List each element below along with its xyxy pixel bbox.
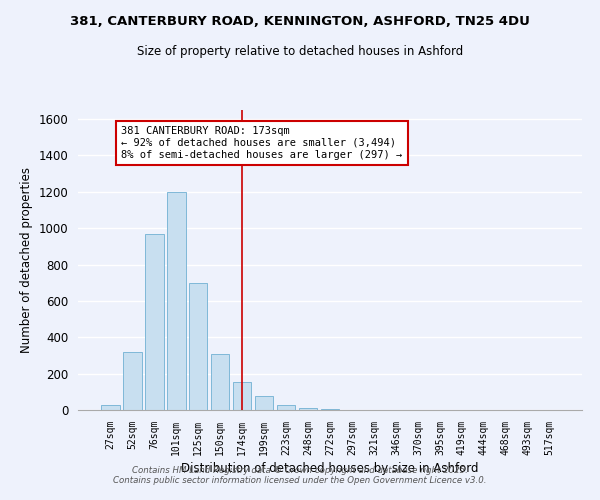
Text: Contains HM Land Registry data © Crown copyright and database right 2025.
Contai: Contains HM Land Registry data © Crown c… [113,466,487,485]
Bar [255,396,274,410]
Bar [101,406,119,410]
Bar [277,406,295,410]
Text: 381 CANTERBURY ROAD: 173sqm
← 92% of detached houses are smaller (3,494)
8% of s: 381 CANTERBURY ROAD: 173sqm ← 92% of det… [121,126,403,160]
Y-axis label: Number of detached properties: Number of detached properties [20,167,33,353]
Bar [167,192,185,410]
Text: Size of property relative to detached houses in Ashford: Size of property relative to detached ho… [137,45,463,58]
Bar [299,408,317,410]
Bar [320,409,340,410]
Text: 381, CANTERBURY ROAD, KENNINGTON, ASHFORD, TN25 4DU: 381, CANTERBURY ROAD, KENNINGTON, ASHFOR… [70,15,530,28]
Bar [189,282,208,410]
Bar [233,382,251,410]
X-axis label: Distribution of detached houses by size in Ashford: Distribution of detached houses by size … [181,462,479,475]
Bar [211,354,229,410]
Bar [123,352,142,410]
Bar [145,234,164,410]
